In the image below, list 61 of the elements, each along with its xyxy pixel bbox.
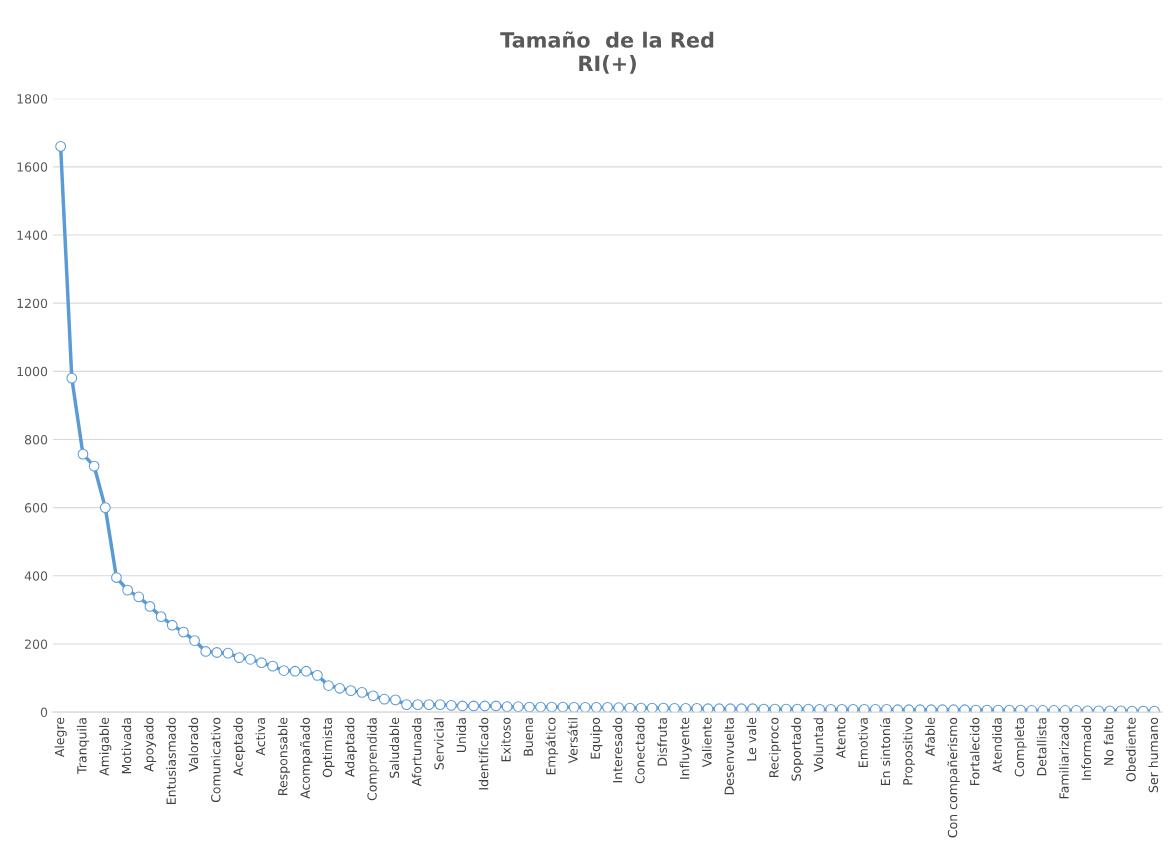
x-tick-label: Valorado: [188, 717, 199, 772]
y-tick-label: 1200: [17, 298, 48, 309]
x-tick-label: Empático: [545, 717, 559, 775]
x-tick-label: Valiente: [701, 717, 712, 768]
y-tick-label: 1000: [17, 366, 48, 377]
x-tick-label: Servicial: [434, 718, 444, 770]
x-tick-label: Ser humano: [1148, 717, 1159, 793]
y-tick-label: 400: [24, 571, 48, 581]
x-tick-label: Desenvuelta: [724, 718, 734, 795]
x-tick-label: Reciproco: [768, 717, 782, 777]
x-tick-label: Interesado: [612, 717, 623, 783]
x-tick-label: Saludable: [389, 717, 400, 778]
x-tick-label: Fortalecido: [969, 717, 980, 785]
x-tick-label: Emotiva: [858, 718, 868, 767]
x-tick-label: Amigable: [99, 717, 112, 776]
x-tick-label: Entusiasmado: [166, 717, 176, 804]
x-tick-label: Informado: [1081, 717, 1092, 780]
x-tick-label: Influyente: [679, 717, 692, 779]
x-tick-label: Alegre: [54, 717, 67, 758]
x-tick-label: Versátil: [567, 718, 578, 764]
y-tick-label: 1600: [17, 162, 48, 172]
y-tick-label: 1400: [17, 230, 48, 240]
x-tick-label: Disfruta: [657, 718, 667, 766]
y-tick-label: 1800: [17, 94, 48, 104]
x-tick-label: Identificado: [478, 717, 489, 790]
x-tick-label: No falto: [1103, 717, 1114, 765]
x-tick-label: Le vale: [746, 717, 757, 761]
x-tick-label: Adaptado: [344, 717, 357, 777]
x-tick-label: Completa: [1014, 718, 1027, 777]
x-tick-label: Apoyado: [143, 717, 156, 772]
x-tick-label: Propositivo: [902, 717, 915, 785]
y-tick-label: 0: [40, 707, 48, 718]
x-tick-label: Acompañado: [300, 717, 313, 799]
x-tick-label: Unida: [456, 718, 467, 753]
x-tick-label: Responsable: [277, 717, 290, 795]
y-tick-label: 800: [24, 434, 48, 445]
x-tick-label: Comprendida: [367, 718, 380, 801]
x-tick-label: Afortunada: [411, 718, 422, 787]
x-tick-label: Familiarizado: [1059, 717, 1069, 799]
x-tick-label: Activa: [255, 718, 266, 756]
x-tick-label: Afable: [925, 717, 935, 757]
x-tick-label: Buena: [523, 718, 534, 756]
x-tick-label: Soportado: [791, 717, 804, 781]
x-tick-label: Exitoso: [501, 717, 511, 762]
x-tick-label: Conectado: [634, 717, 645, 784]
x-tick-label: Atento: [836, 717, 846, 759]
x-tick-label: Motivada: [121, 718, 132, 774]
x-tick-label: Aceptado: [233, 717, 246, 776]
x-tick-label: Optimista: [322, 718, 335, 778]
x-tick-label: Detallista: [1036, 718, 1047, 776]
x-tick-label: Equipo: [590, 717, 603, 759]
x-tick-label: Obediente: [1126, 717, 1136, 782]
y-tick-label: 200: [25, 639, 48, 649]
x-tick-label: Con compañerismo: [947, 717, 960, 838]
y-tick-label: 600: [24, 503, 48, 513]
x-tick-label: Comunicativo: [210, 717, 221, 803]
x-tick-label: Voluntad: [813, 718, 824, 772]
x-tick-label: En sintonía: [880, 718, 891, 786]
chart-title: Tamaño de la Red RI(+): [500, 31, 714, 74]
x-tick-label: Tranquila: [76, 718, 90, 775]
x-tick-label: Atendida: [992, 718, 1002, 773]
